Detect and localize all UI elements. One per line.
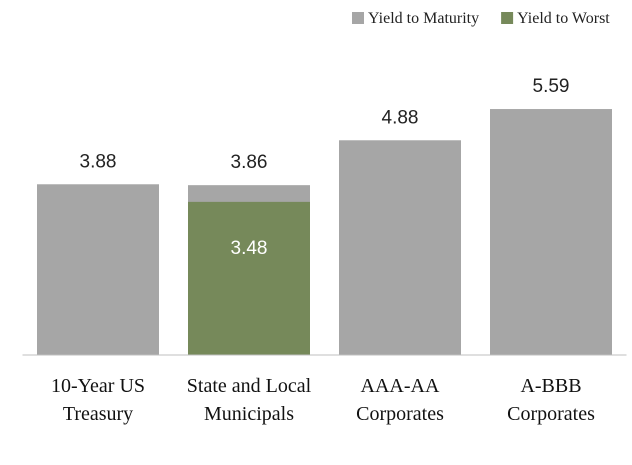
legend-label: Yield to Maturity [368,10,479,27]
bar [490,109,612,355]
data-label: 3.48 [231,238,268,259]
x-tick-label: AAA-AA Corporates [356,375,444,425]
legend-label: Yield to Worst [517,10,610,27]
bar [188,201,310,355]
legend-swatch [352,12,364,24]
legend-swatch [501,12,514,24]
x-tick-label: 10-Year US Treasury [50,375,146,425]
x-tick-label: State and Local Municipals [186,375,312,425]
bar [339,140,461,355]
x-tick-label: A-BBB Corporates [507,375,595,425]
bar [37,184,159,355]
data-label: 3.86 [231,152,268,173]
data-label: 3.88 [80,151,117,172]
data-label: 4.88 [382,107,419,128]
data-label: 5.59 [533,76,570,97]
